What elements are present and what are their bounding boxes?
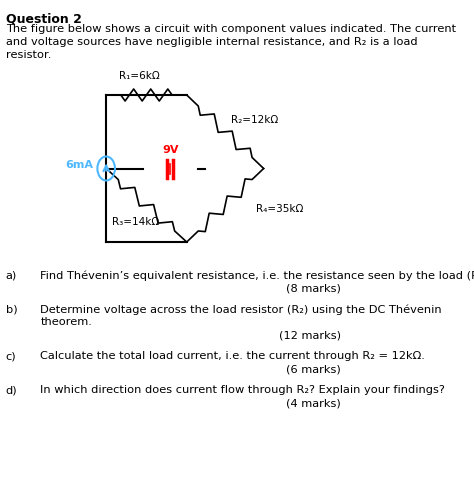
Text: In which direction does current flow through R₂? Explain your findings?: In which direction does current flow thr… [40, 385, 445, 395]
Text: R₂=12kΩ: R₂=12kΩ [231, 115, 278, 125]
Text: Question 2: Question 2 [6, 12, 82, 25]
Text: Calculate the total load current, i.e. the current through R₂ = 12kΩ.: Calculate the total load current, i.e. t… [40, 351, 425, 361]
Text: (4 marks): (4 marks) [286, 398, 341, 408]
Text: R₄=35kΩ: R₄=35kΩ [256, 204, 304, 214]
Text: R₁=6kΩ: R₁=6kΩ [119, 71, 160, 81]
Text: R₃=14kΩ: R₃=14kΩ [112, 217, 159, 227]
Text: Find Thévenin’s equivalent resistance, i.e. the resistance seen by the load (R₂): Find Thévenin’s equivalent resistance, i… [40, 270, 474, 280]
Text: c): c) [6, 351, 17, 361]
Text: theorem.: theorem. [40, 317, 92, 327]
Text: resistor.: resistor. [6, 50, 51, 60]
Text: d): d) [6, 385, 18, 395]
Text: (6 marks): (6 marks) [286, 364, 341, 374]
Text: Determine voltage across the load resistor (R₂) using the DC Thévenin: Determine voltage across the load resist… [40, 304, 442, 315]
Text: b): b) [6, 304, 18, 314]
Text: 6mA: 6mA [65, 159, 93, 169]
Text: (12 marks): (12 marks) [279, 330, 341, 340]
Text: 9V: 9V [162, 144, 179, 154]
Text: (8 marks): (8 marks) [286, 283, 341, 293]
Text: and voltage sources have negligible internal resistance, and R₂ is a load: and voltage sources have negligible inte… [6, 37, 418, 47]
Text: a): a) [6, 270, 17, 280]
Text: The figure below shows a circuit with component values indicated. The current: The figure below shows a circuit with co… [6, 24, 456, 34]
